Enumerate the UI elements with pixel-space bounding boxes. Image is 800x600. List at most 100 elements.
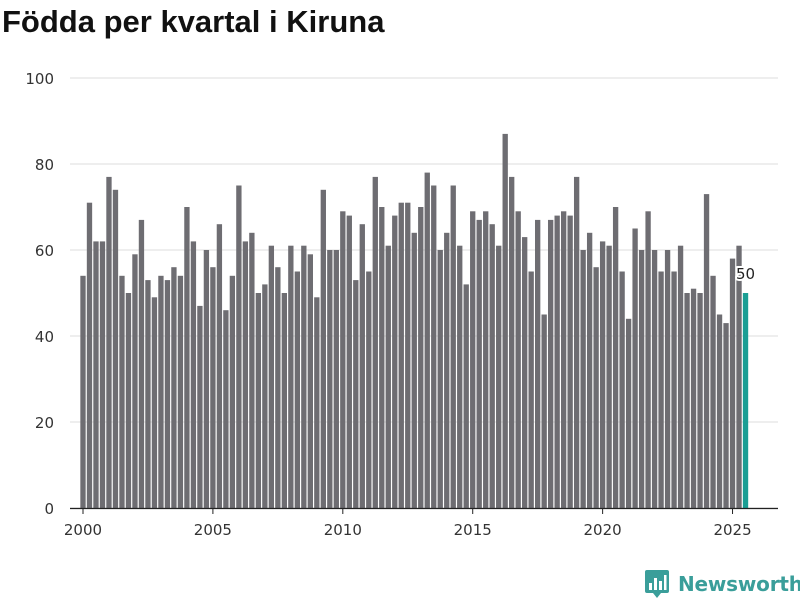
bar [470,211,476,509]
x-tick-label: 2000 [64,521,102,539]
brand-logo: Newsworthy [644,568,800,600]
bar [216,224,223,508]
bar [502,133,508,508]
bar [580,250,586,508]
y-tick-label: 60 [35,242,54,260]
x-tick-label: 2025 [713,521,751,539]
bar [171,267,177,508]
bar [307,254,313,508]
bar [509,176,515,508]
bar [736,245,742,508]
bar [333,250,339,508]
bar [638,250,645,508]
bar [229,275,236,508]
bar [93,241,99,508]
bar [723,323,729,508]
bar [664,250,671,508]
bar [535,219,541,508]
bar [314,297,320,508]
bar [242,241,249,508]
bar [476,219,482,508]
bar [249,232,255,509]
x-tick-label: 2010 [324,521,362,539]
bar [294,271,301,508]
bar [619,271,625,508]
bar-highlighted [742,293,749,508]
bar [573,176,580,508]
bar [450,185,456,508]
bar [145,280,151,508]
bar [106,176,112,508]
bars [80,133,749,509]
bar [190,241,197,508]
bar [203,250,210,508]
bar [444,232,450,509]
bar [599,241,606,508]
y-tick-label: 0 [44,500,54,518]
bar [138,219,145,508]
bar [275,267,281,508]
bar [554,215,560,508]
bar [353,280,359,508]
bar [560,211,567,509]
bar [418,207,424,508]
bar [151,297,158,508]
bar [301,245,307,508]
bar [606,245,612,508]
bar [431,185,437,508]
bar [184,207,190,508]
x-tick-label: 2015 [454,521,492,539]
bar [437,250,443,508]
bar [366,271,372,508]
bar [119,275,125,508]
y-tick-label: 80 [35,156,54,174]
bar [268,245,275,508]
bar [632,228,638,508]
chart-title: Födda per kvartal i Kiruna [2,4,385,39]
bar [645,211,651,509]
bar [424,172,430,508]
bar [112,189,119,509]
bar [99,241,106,508]
bar [197,305,203,508]
bar [457,245,463,508]
bar [729,258,736,508]
bar [593,267,599,508]
annotations: 50 [734,263,757,285]
bar [697,293,703,508]
bar [625,318,632,508]
bar [677,245,684,508]
bar [177,275,184,508]
bar [281,293,288,508]
bar [547,219,554,508]
bar [463,284,469,508]
bar [158,275,164,508]
bar-chart-pin-icon [645,570,669,598]
bar [489,224,495,508]
bar [710,275,716,508]
bar [483,211,489,509]
bar [522,237,528,508]
bar [690,288,697,508]
bar [405,202,411,508]
bar [671,271,677,508]
bar [651,250,658,508]
bar [658,271,664,508]
bar [398,202,404,508]
x-tick-label: 2020 [584,521,622,539]
bar [359,224,365,508]
bar [262,284,268,508]
bar [80,275,86,508]
bar [392,215,398,508]
bar [320,189,326,509]
bar [372,176,378,508]
bar [340,211,346,509]
bar [496,245,502,508]
bar [164,280,171,508]
brand-name: Newsworthy [678,572,800,596]
bar [567,215,573,508]
bar [379,207,385,508]
bar [528,271,534,508]
bar [125,293,132,508]
